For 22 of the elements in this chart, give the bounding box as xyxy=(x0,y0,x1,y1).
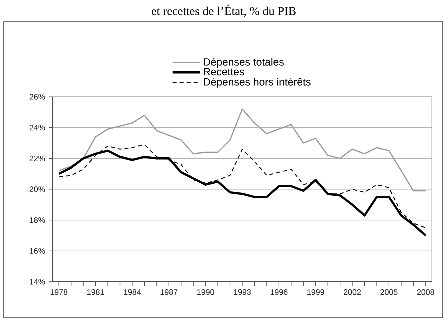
x-tick-label: 1987 xyxy=(160,290,178,296)
x-tick-label: 1990 xyxy=(198,290,214,296)
x-tick-label: 1981 xyxy=(88,290,104,296)
chart-title: et recettes de l’État, % du PIB xyxy=(152,4,296,18)
x-tick-label: 1993 xyxy=(234,290,252,296)
x-tick-label: 1996 xyxy=(270,290,288,296)
y-tick-label: 16% xyxy=(30,248,46,254)
x-tick-label: 1984 xyxy=(124,290,142,296)
y-tick-label: 26% xyxy=(30,94,46,100)
legend-label: Dépenses totales xyxy=(204,58,284,68)
y-tick-label: 14% xyxy=(30,279,46,285)
x-tick-label: 2008 xyxy=(417,290,434,296)
y-tick-label: 24% xyxy=(30,125,46,131)
y-tick-label: 22% xyxy=(30,156,46,162)
x-tick-label: 2005 xyxy=(380,290,398,296)
x-tick-label: 2002 xyxy=(344,290,362,296)
x-tick-label: 1978 xyxy=(50,290,68,296)
legend-label: Recettes xyxy=(204,68,244,76)
legend-label: Dépenses hors intérêts xyxy=(204,78,311,88)
y-tick-label: 18% xyxy=(30,217,46,224)
x-tick-label: 1999 xyxy=(308,290,324,296)
y-tick-label: 20% xyxy=(30,186,46,192)
